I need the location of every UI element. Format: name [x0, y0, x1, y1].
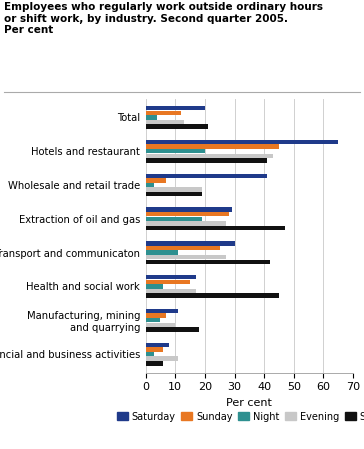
- Bar: [146, 187, 202, 192]
- Bar: [146, 216, 202, 221]
- Bar: [146, 110, 181, 115]
- Bar: [146, 241, 234, 246]
- Text: Employees who regularly work outside ordinary hours
or shift work, by industry. : Employees who regularly work outside ord…: [4, 2, 323, 35]
- Bar: [146, 246, 220, 250]
- Bar: [146, 309, 178, 313]
- Bar: [146, 289, 196, 293]
- Bar: [146, 183, 154, 187]
- Bar: [146, 361, 163, 365]
- Bar: [146, 327, 199, 332]
- Bar: [146, 158, 267, 163]
- Bar: [146, 154, 273, 158]
- Bar: [146, 284, 163, 289]
- Bar: [146, 115, 158, 119]
- Bar: [146, 145, 279, 149]
- Bar: [146, 251, 178, 255]
- Legend: Saturday, Sunday, Night, Evening, Shift: Saturday, Sunday, Night, Evening, Shift: [113, 408, 364, 426]
- X-axis label: Per cent: Per cent: [226, 398, 272, 408]
- Bar: [146, 294, 279, 298]
- Bar: [146, 106, 205, 110]
- Bar: [146, 192, 202, 196]
- Bar: [146, 357, 178, 361]
- Bar: [146, 221, 226, 226]
- Bar: [146, 174, 267, 178]
- Bar: [146, 275, 196, 279]
- Bar: [146, 149, 205, 154]
- Bar: [146, 318, 161, 322]
- Bar: [146, 323, 175, 327]
- Bar: [146, 178, 166, 183]
- Bar: [146, 343, 169, 347]
- Bar: [146, 260, 270, 264]
- Bar: [146, 140, 338, 144]
- Bar: [146, 120, 184, 124]
- Bar: [146, 280, 190, 284]
- Bar: [146, 255, 226, 260]
- Bar: [146, 352, 154, 356]
- Bar: [146, 124, 208, 129]
- Bar: [146, 347, 163, 352]
- Bar: [146, 207, 232, 212]
- Bar: [146, 226, 285, 230]
- Bar: [146, 313, 166, 318]
- Bar: [146, 212, 229, 216]
